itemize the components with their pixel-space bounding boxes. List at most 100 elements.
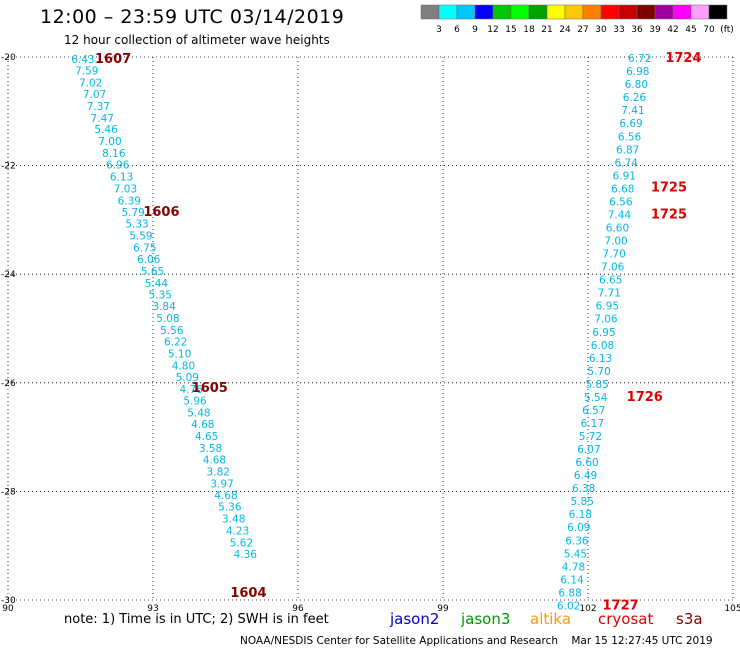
wave-height-value: 7.37 (87, 101, 110, 113)
wave-height-value: 6.39 (118, 195, 141, 207)
wave-height-value: 5.10 (168, 348, 191, 360)
wave-height-value: 6.38 (572, 483, 595, 495)
wave-height-value: 5.79 (121, 207, 144, 219)
wave-height-value: 6.65 (599, 275, 622, 287)
wave-height-value: 8.16 (102, 148, 126, 160)
wave-height-value: 5.35 (149, 289, 172, 301)
y-tick-label: -28 (1, 487, 16, 497)
y-tick-label: -20 (1, 53, 16, 63)
color-scale-label: (ft) (720, 25, 734, 35)
wave-height-value: 6.57 (582, 405, 605, 417)
wave-height-value: 6.95 (596, 301, 619, 313)
wave-height-value: 6.14 (560, 574, 584, 586)
color-scale-label: 45 (685, 25, 696, 35)
x-tick-label: 93 (147, 604, 158, 614)
pass-time-label: 1725 (651, 207, 687, 222)
pass-time-label: 1725 (651, 180, 687, 195)
pass-time-label: 1724 (665, 51, 701, 66)
color-scale-legend: 3 6 9 12 15 18 21 24 27 30 33 36 39 42 45 70 (ft) (420, 4, 734, 35)
wave-height-value: 3.58 (199, 443, 222, 455)
wave-height-value: 6.08 (591, 340, 614, 352)
wave-height-value: 5.45 (564, 548, 587, 560)
wave-height-value: 5.96 (183, 396, 207, 408)
wave-height-value: 4.23 (226, 525, 249, 537)
x-tick-label: 96 (292, 604, 304, 614)
pass-time-label: 1727 (603, 598, 639, 613)
pass-time-label: 1606 (143, 205, 179, 220)
wave-height-value: 7.03 (114, 183, 137, 195)
wave-height-value: 7.47 (91, 113, 114, 125)
wave-height-plot: 90 93 96 99 102 105 -20 -22 -24 -26 -28 -30 6.437.59… (1, 51, 740, 614)
pass-time-label: 1604 (230, 586, 266, 601)
wave-height-value: 6.17 (581, 418, 604, 430)
wave-height-value: 6.60 (606, 223, 629, 235)
wave-height-value: 5.33 (125, 219, 148, 231)
page-title: 12:00 – 23:59 UTC 03/14/2019 (40, 6, 345, 28)
x-tick-label: 102 (579, 604, 596, 614)
color-scale-label: 70 (703, 25, 715, 35)
color-scale-label: 27 (577, 25, 588, 35)
wave-height-value: 6.68 (611, 183, 634, 195)
wave-height-value: 5.59 (129, 231, 152, 243)
wave-height-value: 5.54 (584, 392, 608, 404)
legend-s3a: s3a (676, 610, 703, 628)
wave-height-value: 5.44 (145, 278, 169, 290)
color-scale-label: 12 (487, 25, 498, 35)
wave-height-value: 6.74 (614, 157, 638, 169)
wave-height-value: 7.44 (608, 209, 632, 221)
pass-time-label: 1605 (192, 381, 228, 396)
wave-height-value: 3.82 (207, 466, 230, 478)
wave-height-value: 4.36 (234, 549, 258, 561)
wave-height-value: 6.49 (574, 470, 597, 482)
wave-height-value: 6.56 (618, 131, 642, 143)
wave-height-value: 7.41 (621, 105, 644, 117)
wave-height-value: 5.46 (94, 124, 118, 136)
wave-height-value: 5.08 (156, 313, 179, 325)
wave-height-value: 6.56 (609, 196, 633, 208)
wave-height-value: 6.13 (110, 171, 133, 183)
wave-height-value: 5.56 (160, 325, 184, 337)
wave-height-value: 4.76 (179, 384, 203, 396)
wave-height-value: 7.71 (598, 288, 621, 300)
wave-height-value: 7.07 (83, 89, 106, 101)
wave-height-value: 5.48 (187, 408, 210, 420)
color-scale-label: 9 (472, 25, 478, 35)
footnote: note: 1) Time is in UTC; 2) SWH is in fe… (64, 612, 329, 627)
wave-height-value: 4.68 (214, 490, 237, 502)
wave-height-value: 7.00 (98, 136, 121, 148)
wave-height-value: 6.96 (106, 160, 130, 172)
legend-jason3: jason3 (461, 610, 511, 628)
x-tick-label: 90 (2, 604, 14, 614)
wave-height-value: 6.18 (569, 509, 592, 521)
page-subtitle: 12 hour collection of altimeter wave hei… (64, 33, 330, 47)
wave-height-value: 7.70 (602, 249, 625, 261)
wave-height-value: 4.68 (203, 454, 226, 466)
wave-height-value: 7.06 (594, 314, 618, 326)
wave-height-value: 6.02 (557, 600, 580, 612)
color-scale-label: 15 (505, 25, 516, 35)
wave-height-value: 3.48 (222, 514, 245, 526)
color-scale-swatch (708, 4, 728, 20)
wave-height-value: 4.65 (195, 431, 218, 443)
wave-height-value: 5.65 (141, 266, 164, 278)
wave-height-value: 6.69 (619, 118, 642, 130)
wave-height-value: 5.62 (230, 537, 253, 549)
legend-cryosat: cryosat (598, 610, 654, 628)
wave-height-value: 3.84 (152, 301, 176, 313)
y-tick-label: -26 (1, 379, 16, 389)
wave-height-value: 5.85 (571, 496, 594, 508)
color-scale-label: 39 (649, 25, 661, 35)
pass-time-label: 1726 (627, 390, 663, 405)
wave-height-value: 7.02 (79, 78, 102, 90)
wave-height-value: 6.95 (592, 327, 615, 339)
color-scale-label: 6 (454, 25, 460, 35)
wave-height-value: 6.87 (616, 144, 639, 156)
color-scale-label: 18 (523, 25, 535, 35)
pass-time-label: 1607 (95, 52, 131, 67)
wave-height-value: 7.59 (75, 66, 98, 78)
wave-height-value: 6.36 (565, 535, 589, 547)
wave-height-value: 6.72 (628, 53, 651, 65)
x-tick-label: 105 (724, 604, 740, 614)
wave-height-value: 5.70 (587, 366, 610, 378)
wave-height-value: 5.72 (579, 431, 602, 443)
